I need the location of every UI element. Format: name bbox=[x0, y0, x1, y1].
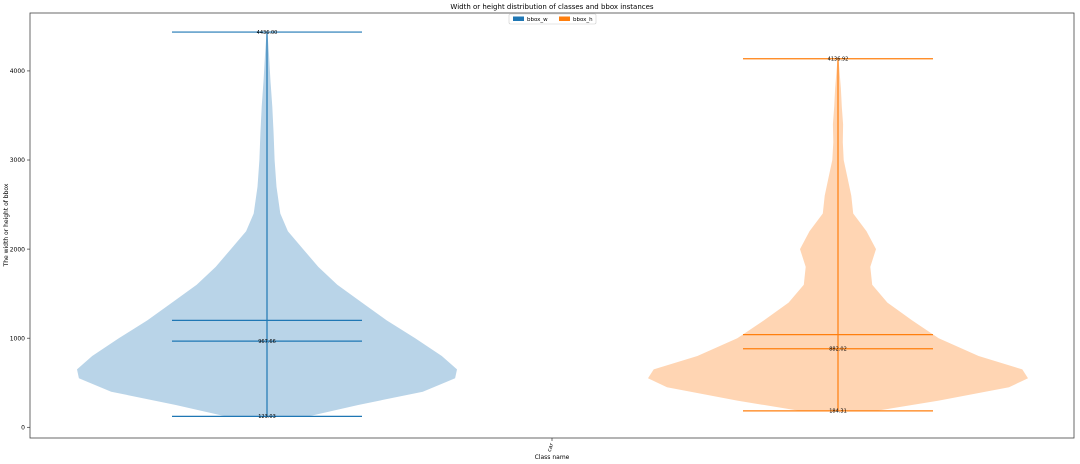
legend: bbox_w bbox_h bbox=[508, 13, 597, 25]
violin-median-label-bbox_h: 882.02 bbox=[829, 347, 847, 353]
y-tick-label-4000: 4000 bbox=[10, 68, 25, 75]
legend-swatch-bbox_h bbox=[559, 16, 570, 21]
y-axis-label: The width or height of bbox bbox=[3, 183, 10, 267]
y-axis: 0 1000 2000 3000 4000 bbox=[10, 68, 30, 432]
x-axis-label: Class name bbox=[535, 454, 570, 461]
violin-min-label-bbox_h: 184.31 bbox=[829, 409, 847, 415]
y-tick-label-1000: 1000 bbox=[10, 335, 25, 342]
violin-min-label-bbox_w: 123.03 bbox=[258, 414, 276, 420]
violins-layer: 4436.00 967.66 123.03 4136.92 882.02 184.31 bbox=[77, 30, 1028, 420]
y-tick-label-3000: 3000 bbox=[10, 157, 25, 164]
legend-label-bbox_h: bbox_h bbox=[573, 17, 593, 23]
violin-bbox_h: 4136.92 882.02 184.31 bbox=[648, 57, 1028, 415]
y-tick-label-2000: 2000 bbox=[10, 246, 25, 253]
legend-label-bbox_w: bbox_w bbox=[527, 17, 548, 23]
x-axis: car bbox=[547, 438, 556, 453]
y-tick-label-0: 0 bbox=[21, 425, 25, 432]
violin-max-label-bbox_h: 4136.92 bbox=[828, 57, 849, 63]
violin-max-label-bbox_w: 4436.00 bbox=[257, 30, 278, 36]
legend-box bbox=[508, 13, 597, 25]
violin-bbox_w: 4436.00 967.66 123.03 bbox=[77, 30, 457, 420]
violin-median-label-bbox_w: 967.66 bbox=[258, 339, 276, 345]
x-tick-label-car: car bbox=[547, 442, 556, 453]
chart-title: Width or height distribution of classes … bbox=[450, 3, 654, 11]
legend-swatch-bbox_w bbox=[513, 16, 524, 21]
